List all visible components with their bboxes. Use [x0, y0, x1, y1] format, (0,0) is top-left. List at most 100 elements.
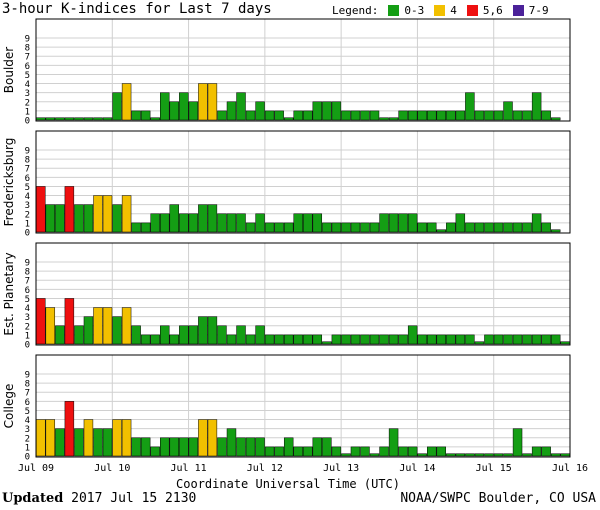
kindex-bar [179, 213, 189, 233]
kindex-bar [188, 213, 199, 233]
kindex-bar [560, 453, 570, 457]
kindex-bar [360, 446, 370, 457]
kindex-bar [512, 110, 523, 121]
kindex-bar [207, 83, 218, 121]
y-tick-label: 3 [25, 313, 30, 323]
kindex-bar [312, 437, 323, 457]
kindex-bar [198, 83, 208, 121]
kindex-bar [112, 419, 122, 457]
kindex-bar [350, 110, 361, 121]
y-tick-label: 5 [25, 295, 30, 305]
x-tick-label: Jul 13 [323, 463, 359, 474]
panel-border [35, 242, 571, 346]
kindex-bar [312, 213, 323, 233]
footer-credit: NOAA/SWPC Boulder, CO USA [400, 491, 596, 506]
kindex-bar [121, 307, 132, 345]
kindex-bar [121, 419, 132, 457]
kindex-bar [465, 222, 475, 233]
kindex-bar [36, 186, 46, 233]
x-tick-label: Jul 10 [94, 463, 130, 474]
panel-border [35, 18, 571, 122]
legend-swatch-purple [512, 4, 524, 16]
y-tick-label: 3 [25, 201, 30, 211]
legend-item-label: 7-9 [528, 3, 549, 17]
kindex-bar [245, 222, 256, 233]
kindex-bar [36, 298, 46, 345]
kindex-bar [217, 325, 227, 345]
y-tick-label: 0 [25, 117, 30, 127]
x-axis-label: Coordinate Universal Time (UTC) [176, 477, 400, 491]
kindex-bar [512, 428, 523, 457]
kindex-bar [303, 446, 313, 457]
kindex-bar [93, 195, 103, 233]
legend-item-label: 5,6 [482, 3, 503, 17]
kindex-bar [331, 222, 342, 233]
kindex-bar [169, 334, 179, 345]
kindex-bar [484, 453, 494, 457]
kindex-bar [341, 334, 351, 345]
kindex-bar [388, 117, 399, 121]
y-tick-label: 5 [25, 183, 30, 193]
kindex-bar [169, 437, 179, 457]
y-tick-label: 9 [25, 259, 30, 269]
kindex-bar [45, 307, 56, 345]
kindex-bar [446, 222, 456, 233]
kindex-bar [493, 110, 504, 121]
kindex-bar [93, 117, 103, 121]
kindex-bar [369, 110, 380, 121]
kindex-bar [64, 117, 75, 121]
y-tick-label: 8 [25, 156, 30, 166]
station-label: Est. Planetary [2, 252, 16, 335]
updated-label: Updated [2, 491, 64, 506]
y-tick-label: 0 [25, 341, 30, 351]
kindex-bar [140, 334, 151, 345]
kindex-bar [303, 110, 313, 121]
kindex-bar [179, 325, 189, 345]
kindex-bar [484, 110, 494, 121]
panel-border [35, 130, 571, 234]
kindex-bar [83, 117, 94, 121]
y-tick-label: 4 [25, 304, 30, 314]
kindex-bar [160, 325, 170, 345]
kindex-bar [455, 213, 466, 233]
kindex-bar [131, 325, 141, 345]
kindex-bar [36, 117, 46, 121]
kindex-bar [293, 213, 303, 233]
x-tick-label: Jul 09 [18, 463, 54, 474]
kindex-bar [417, 453, 427, 457]
kindex-bar [541, 446, 551, 457]
kindex-bar [255, 213, 265, 233]
kindex-bar [436, 229, 446, 233]
kindex-bar [503, 453, 513, 457]
kindex-bar [64, 298, 75, 345]
kindex-bar [465, 453, 475, 457]
kindex-bar [407, 213, 418, 233]
kindex-bar [226, 101, 237, 121]
kindex-bar [322, 341, 332, 345]
kindex-bar [407, 446, 418, 457]
kindex-bar [541, 110, 551, 121]
kindex-bar [360, 110, 370, 121]
chart-title: 3-hour K-indices for Last 7 days [2, 1, 272, 17]
kindex-bar [150, 446, 160, 457]
kindex-bar [102, 117, 113, 121]
kindex-bar [427, 334, 437, 345]
kindex-bar [188, 437, 199, 457]
station-label: Boulder [2, 47, 16, 94]
kindex-bar [83, 419, 94, 457]
kindex-bar [55, 428, 65, 457]
kindex-bar [74, 428, 84, 457]
kindex-bar [83, 204, 94, 233]
kindex-bar [455, 453, 466, 457]
kindex-bar [226, 428, 237, 457]
kindex-bar [503, 334, 513, 345]
kindex-bar [74, 117, 84, 121]
kindex-bar [131, 437, 141, 457]
kindex-bar [407, 110, 418, 121]
kindex-bar [493, 334, 504, 345]
y-tick-label: 4 [25, 416, 30, 426]
kindex-bar [474, 222, 485, 233]
y-tick-label: 6 [25, 174, 30, 184]
y-tick-label: 1 [25, 219, 30, 229]
legend-swatch-green [388, 4, 400, 16]
